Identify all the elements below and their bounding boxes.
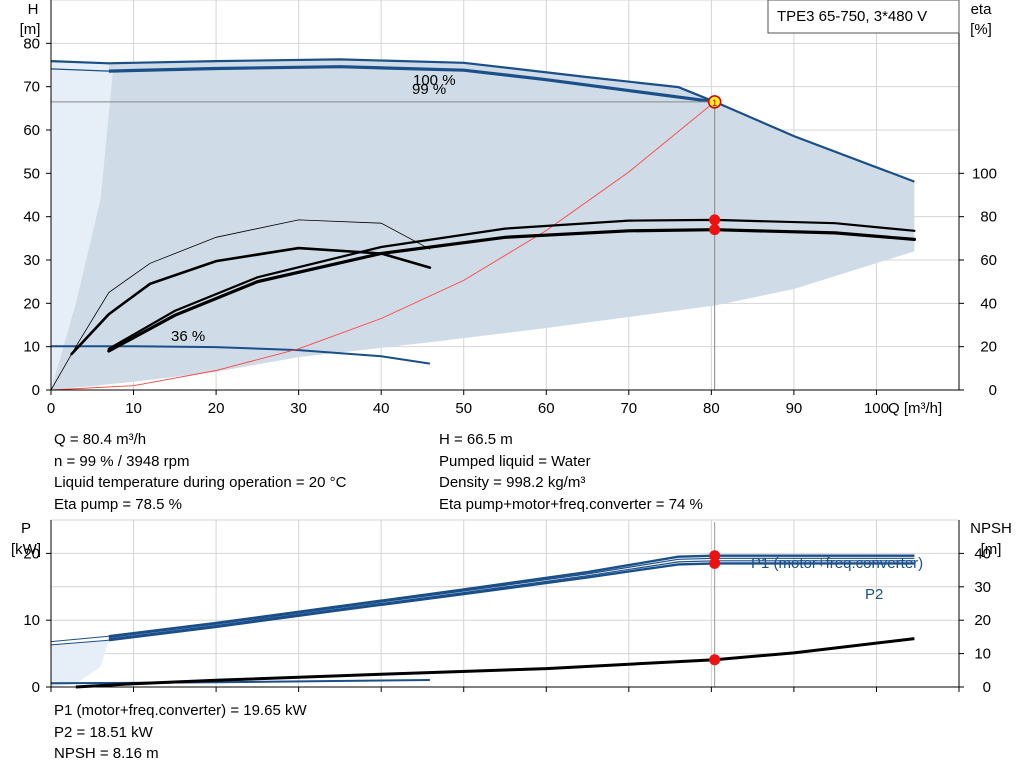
- flow-tick-label: 80: [703, 400, 720, 417]
- head-tick-label: 30: [23, 252, 40, 269]
- npsh-tick-label: 20: [974, 612, 991, 629]
- head-tick-label: 40: [23, 209, 40, 226]
- power-tick-label: 20: [23, 545, 40, 562]
- power-axis-title: P: [21, 520, 31, 537]
- eta-curve-operating-upper: [107, 218, 916, 350]
- eta-axis-unit: [%]: [970, 21, 992, 38]
- power-curve-p2: [108, 562, 915, 642]
- low-flow-band: [51, 640, 109, 687]
- info-p2: P2 = 18.51 kW: [54, 723, 153, 741]
- eta-tick-label: 40: [980, 295, 997, 312]
- npsh-tick-label: 0: [983, 679, 991, 696]
- flow-tick-label: 20: [208, 400, 225, 417]
- flow-tick-label: 10: [125, 400, 142, 417]
- duty-point-marker: [707, 95, 722, 109]
- p2-curve-label: P2: [865, 586, 883, 603]
- power-chart-markers: [709, 550, 721, 666]
- head-curve-max-speed: [50, 58, 915, 183]
- npsh-tick-label: 30: [974, 579, 991, 596]
- power-curve-min-speed: [50, 679, 430, 685]
- npsh-tick-label: 40: [974, 545, 991, 562]
- eta-tick-label: 20: [980, 339, 997, 356]
- p2-operating-point: [709, 557, 721, 569]
- head-tick-label: 0: [32, 382, 40, 399]
- power-chart-curves: [50, 522, 915, 689]
- eta-curve-operating-lower: [107, 228, 916, 353]
- power-tick-label: 10: [23, 612, 40, 629]
- npsh-tick-label: 10: [974, 646, 991, 663]
- head-chart-axes: 0 10 20 30 40 50 60 70 80 90 100 0 10 20 30 40 50 60 70 80 0…: [23, 0, 997, 417]
- curve-label-36: 36 %: [171, 328, 205, 345]
- info-npsh: NPSH = 8.16 m: [54, 745, 159, 762]
- eta-tick-label: 100: [972, 165, 997, 182]
- head-tick-label: 80: [23, 35, 40, 52]
- info-eta-total: Eta pump+motor+freq.converter = 74 %: [439, 495, 703, 513]
- npsh-operating-point: [709, 654, 721, 666]
- npsh-axis-unit: [m]: [981, 541, 1002, 558]
- info-eta-pump: Eta pump = 78.5 %: [54, 495, 182, 513]
- eta-tick-label: 60: [980, 252, 997, 269]
- duty-info-left: Q = 80.4 m³/h n = 99 % / 3948 rpm Liquid…: [54, 429, 346, 515]
- info-temperature: Liquid temperature during operation = 20…: [54, 474, 347, 491]
- power-chart-bands: [51, 640, 109, 687]
- npsh-axis-title: NPSH: [970, 520, 1012, 537]
- flow-tick-label: 30: [290, 400, 307, 417]
- head-chart-markers: 1: [707, 95, 722, 236]
- eta-operating-point-2: [709, 224, 721, 236]
- duty-point-label: 1: [712, 98, 717, 108]
- info-p1: P1 (motor+freq.converter) = 19.65 kW: [54, 702, 307, 719]
- flow-tick-label: 100: [864, 400, 889, 417]
- head-tick-label: 10: [23, 339, 40, 356]
- info-speed: n = 99 % / 3948 rpm: [54, 452, 190, 470]
- operating-range-band: [51, 66, 915, 390]
- flow-tick-label: 70: [620, 400, 637, 417]
- power-curve-p2-left: [50, 639, 109, 646]
- flow-tick-label: 90: [786, 400, 803, 417]
- p1-operating-point: [709, 550, 721, 562]
- eta-axis-title: eta: [971, 1, 993, 18]
- curve-label-100: 100 %: [413, 72, 456, 89]
- pump-title-box: TPE3 65-750, 3*480 V: [767, 0, 960, 34]
- power-axis-unit: [kW]: [11, 541, 41, 558]
- pump-title: TPE3 65-750, 3*480 V: [777, 8, 927, 25]
- head-tick-label: 60: [23, 122, 40, 139]
- eta-operating-point-1: [709, 214, 721, 226]
- eta-tick-label: 80: [980, 209, 997, 226]
- info-flow: Q = 80.4 m³/h: [54, 431, 147, 448]
- power-curve-p1: [108, 554, 915, 638]
- head-axis-unit: [m]: [20, 21, 41, 38]
- flow-tick-label: 0: [47, 400, 55, 417]
- head-tick-label: 50: [23, 165, 40, 182]
- system-curve: [50, 101, 715, 391]
- info-liquid: Pumped liquid = Water: [439, 452, 591, 470]
- low-flow-band: [51, 61, 113, 390]
- power-chart-axes: 0 10 20 0 10 20 30 40: [23, 520, 991, 696]
- p1-curve-label: P1 (motor+freq.converter): [751, 555, 923, 572]
- flow-tick-label: 50: [455, 400, 472, 417]
- head-axis-title: H: [28, 1, 39, 18]
- power-info: P1 (motor+freq.converter) = 19.65 kW P2 …: [54, 700, 307, 765]
- flow-axis-title: Q [m³/h]: [888, 400, 942, 417]
- head-tick-label: 20: [23, 295, 40, 312]
- eta-curve-max-speed-thin: [50, 219, 431, 391]
- info-head: H = 66.5 m: [439, 431, 513, 448]
- head-tick-label: 70: [23, 79, 40, 96]
- power-curve-p1-left: [50, 635, 109, 643]
- info-density: Density = 998.2 kg/m³: [439, 474, 586, 491]
- curve-label-99: 99 %: [412, 81, 446, 98]
- head-chart-curves: [50, 58, 916, 391]
- power-chart-grid: [51, 519, 960, 687]
- flow-tick-label: 40: [373, 400, 390, 417]
- power-tick-label: 0: [32, 679, 40, 696]
- head-curve-operating-left: [50, 68, 109, 72]
- duty-info-right: H = 66.5 m Pumped liquid = Water Density…: [439, 429, 703, 515]
- npsh-curve: [75, 637, 915, 689]
- power-curve-intermediate: [108, 560, 915, 640]
- eta-tick-label: 0: [989, 382, 997, 399]
- power-curve-intermediate: [108, 557, 915, 639]
- flow-tick-label: 60: [538, 400, 555, 417]
- head-curve-operating: [108, 65, 715, 104]
